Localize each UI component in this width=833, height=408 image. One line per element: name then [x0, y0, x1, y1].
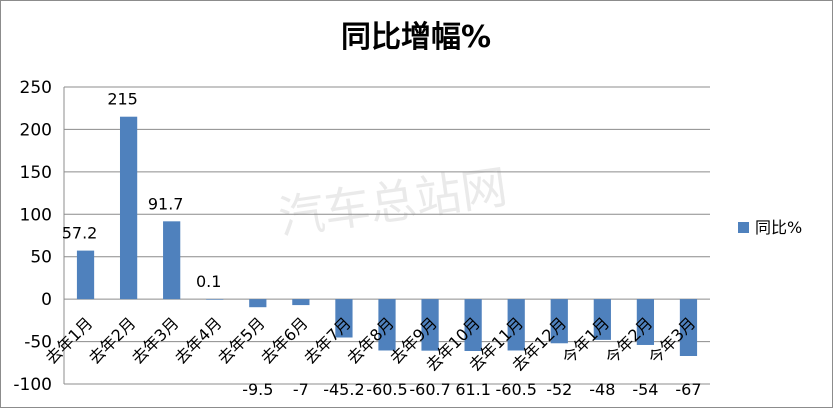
- data-label: 215: [107, 90, 138, 109]
- chart-title: 同比增幅%: [341, 20, 491, 55]
- y-tick-label: -50: [24, 333, 52, 353]
- bar: [292, 299, 310, 306]
- data-label: -60.5: [366, 380, 407, 399]
- bar: [550, 299, 568, 344]
- y-tick-label: -100: [13, 375, 52, 395]
- y-tick-label: 100: [20, 205, 52, 225]
- bar: [507, 299, 525, 351]
- data-label: -7: [293, 380, 309, 399]
- bar: [593, 299, 611, 340]
- data-label: 61.1: [455, 380, 491, 399]
- bar: [119, 116, 138, 300]
- bar: [679, 299, 698, 356]
- legend-label: 同比%: [755, 218, 802, 237]
- bar: [163, 221, 181, 300]
- data-label: -67: [675, 380, 701, 399]
- data-label: 0.1: [196, 272, 221, 291]
- data-label: 91.7: [148, 194, 184, 213]
- data-label: 57.2: [62, 224, 98, 243]
- legend-swatch: [738, 222, 749, 233]
- y-tick-label: 250: [20, 78, 52, 98]
- data-label: -60.5: [495, 380, 536, 399]
- bar: [421, 299, 439, 351]
- bar: [636, 299, 655, 345]
- legend: 同比%: [738, 218, 802, 237]
- data-label: -52: [546, 380, 572, 399]
- data-label: -60.7: [409, 380, 450, 399]
- bar: [76, 250, 95, 300]
- bar: [335, 299, 353, 338]
- data-label: -9.5: [242, 380, 273, 399]
- bar: [206, 299, 224, 300]
- data-label: -54: [632, 380, 658, 399]
- y-tick-label: 0: [41, 290, 52, 310]
- data-label: -45.2: [323, 380, 364, 399]
- y-tick-label: 200: [20, 120, 52, 140]
- bar: [378, 299, 396, 351]
- data-label: -48: [589, 380, 615, 399]
- bar-series: [76, 116, 698, 356]
- bar: [249, 299, 267, 308]
- bar: [464, 299, 482, 351]
- y-axis-tick-labels: -100 -50 0 50 100 150 200 250: [13, 78, 52, 395]
- y-tick-label: 150: [20, 163, 52, 183]
- y-tick-label: 50: [30, 248, 52, 268]
